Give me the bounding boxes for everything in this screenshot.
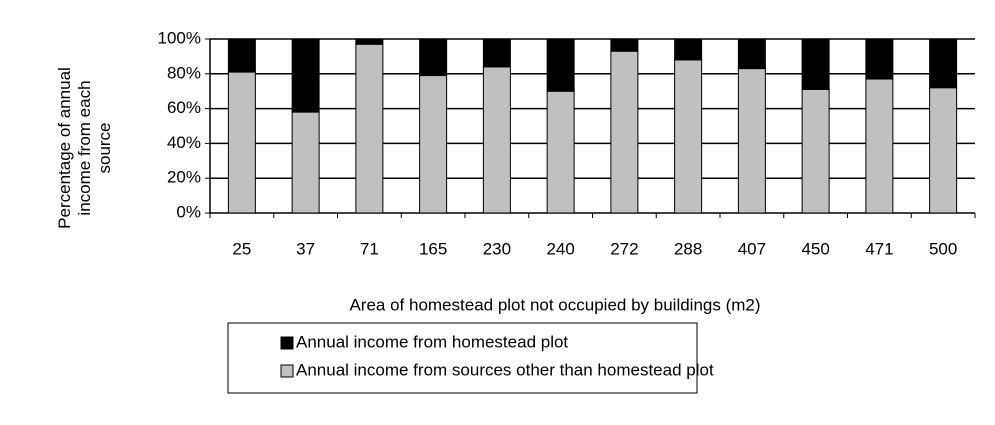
y-tick-label: 60% — [167, 98, 201, 117]
legend-swatch — [280, 336, 294, 350]
x-tick-label: 230 — [483, 239, 511, 258]
y-tick-label: 20% — [167, 168, 201, 187]
bar-segment — [227, 71, 256, 214]
bar-segment — [929, 87, 958, 214]
x-tick-label: 450 — [801, 239, 829, 258]
legend-label: Annual income from sources other than ho… — [296, 360, 714, 379]
bar-segment — [419, 75, 448, 214]
bar-segment — [355, 38, 384, 45]
legend-label: Annual income from homestead plot — [296, 332, 568, 351]
x-tick-label: 407 — [738, 239, 766, 258]
bar-segment — [737, 38, 766, 70]
bar-segment — [801, 88, 830, 214]
x-tick-label: 288 — [674, 239, 702, 258]
bar-segment — [355, 43, 384, 214]
x-tick-label: 25 — [232, 239, 251, 258]
bar-segment — [546, 90, 575, 214]
legend-box — [227, 322, 698, 394]
x-tick-label: 71 — [360, 239, 379, 258]
bar-segment — [801, 38, 830, 90]
bar-segment — [610, 38, 639, 52]
bar-segment — [929, 38, 958, 89]
bar-segment — [227, 38, 256, 73]
bar-segment — [610, 50, 639, 214]
x-tick-label: 500 — [929, 239, 957, 258]
bar-segment — [546, 38, 575, 92]
bar-segment — [482, 66, 511, 214]
bar-segment — [865, 38, 894, 80]
y-axis-label: Percentage of annual income from each so… — [55, 67, 114, 229]
bar-segment — [419, 38, 448, 77]
y-tick-label: 80% — [167, 63, 201, 82]
legend-swatch — [280, 364, 294, 378]
bar-segment — [482, 38, 511, 68]
y-tick-label: 100% — [158, 28, 201, 47]
y-tick-label: 40% — [167, 133, 201, 152]
x-axis-label: Area of homestead plot not occupied by b… — [349, 295, 760, 314]
y-tick-label: 0% — [176, 202, 201, 221]
bar-segment — [674, 38, 703, 61]
bar-segment — [291, 111, 320, 214]
x-tick-label: 37 — [296, 239, 315, 258]
bar-segment — [674, 59, 703, 214]
bar-segment — [865, 78, 894, 214]
x-tick-label: 240 — [546, 239, 574, 258]
x-tick-label: 165 — [419, 239, 447, 258]
bar-segment — [737, 68, 766, 214]
bar-segment — [291, 38, 320, 113]
x-tick-label: 272 — [610, 239, 638, 258]
x-tick-label: 471 — [865, 239, 893, 258]
